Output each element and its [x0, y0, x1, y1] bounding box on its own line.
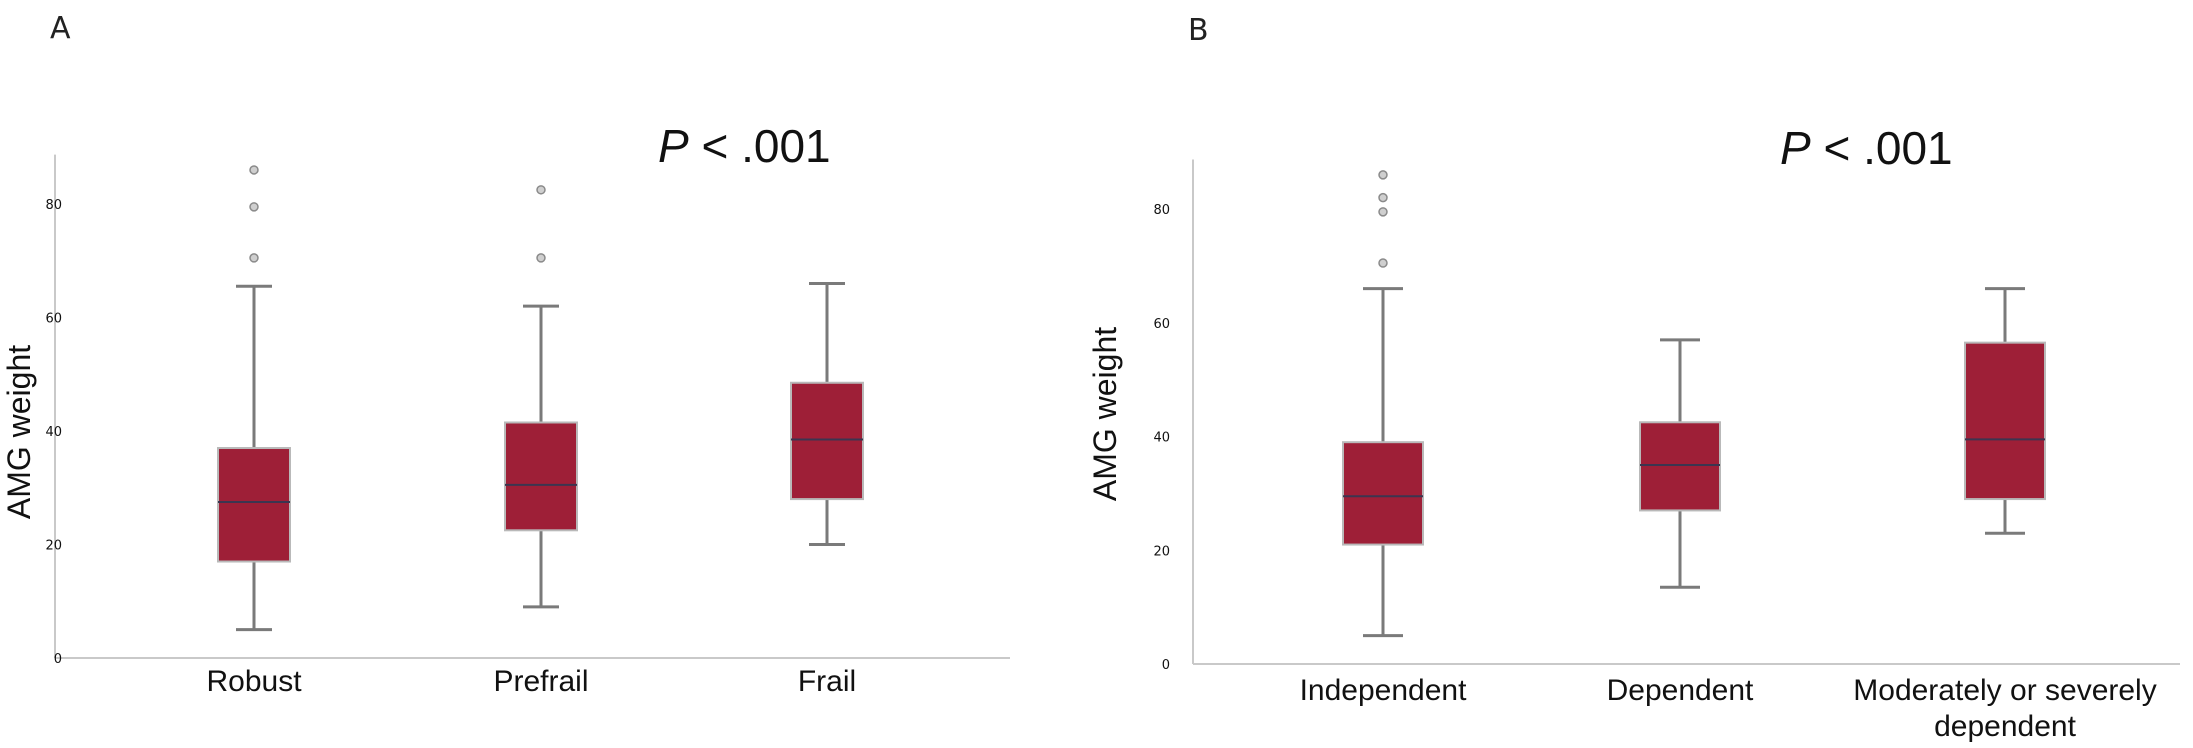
outlier-point [249, 165, 259, 175]
p-symbol: P [658, 120, 689, 172]
outlier-point [536, 185, 546, 195]
iqr-box [1964, 341, 2046, 501]
y-tick-label: 80 [1153, 203, 1170, 218]
box-0 [1342, 170, 1424, 638]
outlier-point [1378, 258, 1388, 268]
box-1 [1639, 338, 1721, 589]
outlier-point [249, 202, 259, 212]
p-threshold: < .001 [689, 120, 831, 172]
outlier-point [249, 253, 259, 263]
x-category-label: Frail [798, 665, 856, 698]
y-tick-label: 60 [1153, 317, 1170, 332]
iqr-box [217, 447, 291, 563]
outlier-point [1378, 207, 1388, 217]
y-axis-label: AMG weight [1, 345, 37, 519]
y-tick-label: 20 [45, 539, 62, 554]
y-tick-label: 20 [1153, 544, 1170, 559]
panel-label: B [1188, 13, 1209, 48]
iqr-box [1639, 421, 1721, 512]
iqr-box [790, 381, 864, 501]
y-tick-label: 0 [1162, 658, 1170, 673]
outlier-point [1378, 192, 1388, 203]
y-axis-label: AMG weight [1087, 327, 1123, 501]
x-category-label: Robust [206, 665, 302, 698]
p-value-annotation: P < .001 [658, 120, 831, 172]
y-tick-label: 40 [1153, 431, 1170, 446]
x-category-label: Prefrail [493, 665, 588, 698]
box-2 [790, 281, 864, 546]
box-2 [1964, 287, 2046, 535]
outlier-point [536, 253, 546, 263]
iqr-box [1342, 441, 1424, 546]
iqr-box [504, 421, 578, 532]
panel-label: A [50, 11, 71, 46]
chart-panel-b: B P < .001 0 20 40 60 80 AMG weight Independent D… [1087, 13, 2180, 743]
p-value-annotation: P < .001 [1780, 122, 1953, 174]
y-tick-label: 80 [45, 198, 62, 213]
box-0 [217, 165, 291, 632]
p-threshold: < .001 [1811, 122, 1953, 174]
x-category-label: Dependent [1607, 674, 1754, 707]
outlier-point [1378, 170, 1388, 180]
x-category-label: Moderately or severely dependent [1853, 674, 2156, 743]
x-category-label: Independent [1300, 674, 1467, 707]
y-tick-label: 40 [45, 425, 62, 440]
chart-panel-a: A P < .001 0 20 40 60 80 AMG weight Robust Prefra… [1, 11, 1010, 698]
y-tick-label: 60 [45, 312, 62, 327]
y-tick-label: 0 [54, 652, 62, 667]
p-symbol: P [1780, 122, 1811, 174]
box-1 [504, 185, 578, 609]
x-category-label-line: dependent [1934, 710, 2076, 743]
x-category-label-line: Moderately or severely [1853, 674, 2156, 707]
